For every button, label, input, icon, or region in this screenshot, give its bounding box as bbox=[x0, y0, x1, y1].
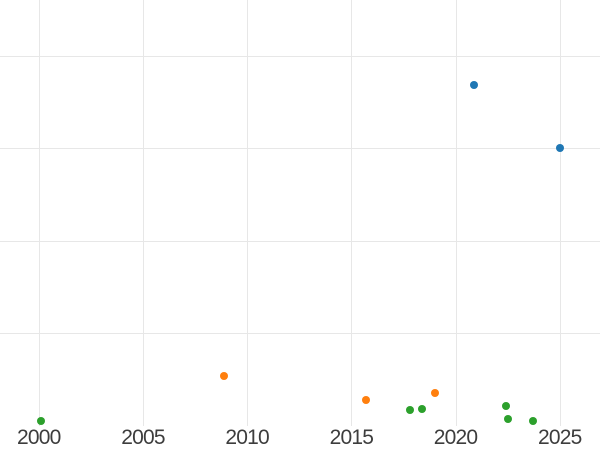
x-tick-label: 2005 bbox=[121, 426, 165, 449]
plot-area bbox=[0, 0, 600, 426]
scatter-point-series-green bbox=[503, 414, 512, 423]
scatter-point-series-green bbox=[501, 401, 510, 410]
scatter-point-series-green bbox=[418, 405, 427, 414]
scatter-point-series-green bbox=[528, 417, 537, 426]
scatter-point-series-green bbox=[36, 417, 45, 426]
gridline-horizontal bbox=[0, 240, 600, 242]
gridline-vertical bbox=[38, 0, 40, 426]
scatter-point-series-green bbox=[405, 406, 414, 415]
gridline-horizontal bbox=[0, 333, 600, 335]
x-tick-label: 2010 bbox=[225, 426, 269, 449]
scatter-point-series-orange bbox=[361, 396, 370, 405]
x-tick-label: 2025 bbox=[538, 426, 582, 449]
gridline-vertical bbox=[455, 0, 457, 426]
scatter-point-series-orange bbox=[430, 388, 439, 397]
gridline-vertical bbox=[247, 0, 249, 426]
scatter-point-series-blue bbox=[470, 81, 479, 90]
gridline-horizontal bbox=[0, 148, 600, 150]
gridline-vertical bbox=[351, 0, 353, 426]
x-axis: 2000 2005 2010 2015 2020 2025 bbox=[0, 426, 600, 450]
scatter-point-series-orange bbox=[220, 371, 229, 380]
x-tick-label: 2015 bbox=[329, 426, 374, 449]
x-tick-label: 2020 bbox=[433, 426, 478, 449]
x-tick-label: 2000 bbox=[16, 426, 61, 449]
gridline-horizontal bbox=[0, 55, 600, 57]
scatter-point-series-blue bbox=[555, 144, 564, 153]
gridline-vertical bbox=[142, 0, 144, 426]
gridline-vertical bbox=[559, 0, 561, 426]
